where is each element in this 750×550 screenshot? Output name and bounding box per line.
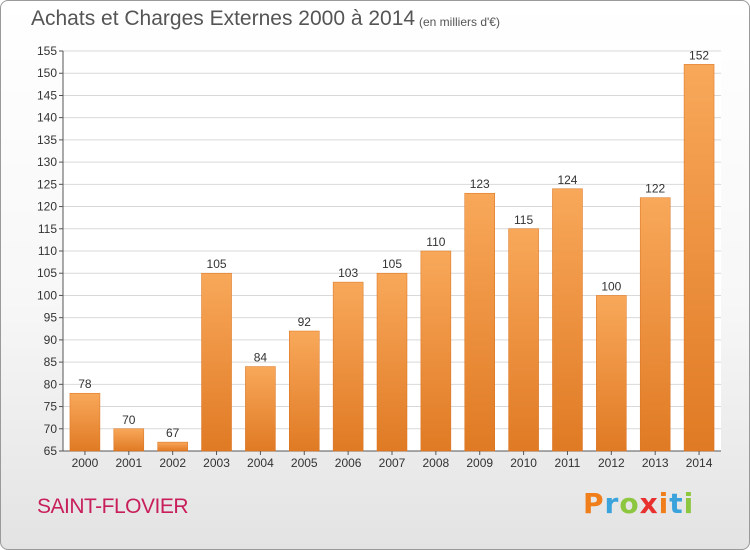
data-label: 123 (470, 177, 490, 191)
x-tick-label: 2012 (598, 456, 625, 470)
y-tick-label: 85 (44, 355, 58, 369)
bar (639, 197, 671, 452)
data-label: 92 (298, 315, 312, 329)
y-tick-label: 120 (37, 200, 57, 214)
commune-name: SAINT-FLOVIER (37, 495, 189, 518)
data-label: 105 (382, 257, 402, 271)
proxiti-logo: Proxiti (583, 487, 694, 520)
bar (113, 428, 145, 452)
y-tick-label: 125 (37, 177, 57, 191)
x-tick-label: 2001 (115, 456, 142, 470)
data-label: 105 (207, 257, 227, 271)
y-tick-label: 95 (44, 311, 58, 325)
data-label: 124 (557, 173, 577, 187)
bar (683, 64, 715, 452)
x-tick-label: 2002 (159, 456, 186, 470)
bar (289, 330, 320, 452)
data-label: 122 (645, 182, 665, 196)
data-label: 100 (601, 279, 621, 293)
y-tick-label: 65 (44, 444, 58, 458)
logo-letter: i (683, 487, 695, 520)
x-tick-label: 2004 (247, 456, 274, 470)
data-label: 152 (689, 48, 709, 62)
bar (69, 392, 101, 452)
y-tick-label: 75 (44, 400, 58, 414)
y-tick-label: 90 (44, 333, 58, 347)
x-tick-label: 2006 (335, 456, 362, 470)
x-tick-label: 2007 (379, 456, 406, 470)
y-tick-label: 140 (37, 111, 57, 125)
y-tick-label: 115 (38, 222, 57, 236)
logo-letter: r (604, 487, 620, 520)
data-label: 67 (166, 426, 180, 440)
logo-letter: t (669, 487, 684, 520)
y-tick-label: 105 (37, 266, 57, 280)
y-tick-label: 145 (37, 88, 57, 102)
y-tick-label: 150 (37, 66, 57, 80)
x-tick-label: 2010 (510, 456, 537, 470)
x-tick-label: 2005 (291, 456, 318, 470)
x-tick-label: 2013 (642, 456, 669, 470)
x-tick-label: 2000 (72, 456, 99, 470)
bar (245, 366, 276, 452)
data-label: 78 (78, 377, 92, 391)
x-tick-label: 2011 (555, 456, 581, 470)
data-label: 84 (254, 351, 268, 365)
data-label: 103 (338, 266, 358, 280)
bar (596, 295, 627, 452)
bar (201, 272, 232, 452)
x-tick-label: 2009 (466, 456, 493, 470)
data-label: 110 (426, 235, 445, 249)
y-tick-label: 100 (37, 288, 57, 302)
x-tick-label: 2003 (203, 456, 230, 470)
bar (464, 192, 495, 452)
logo-letter: x (639, 487, 659, 520)
bar (157, 441, 188, 452)
bar (332, 281, 364, 452)
bar (552, 188, 583, 452)
data-label: 115 (514, 213, 533, 227)
y-tick-label: 70 (44, 422, 58, 436)
y-tick-label: 155 (37, 44, 57, 58)
logo-letter: o (619, 487, 640, 520)
chart-unit: (en milliers d'€) (419, 15, 500, 29)
x-tick-label: 2008 (423, 456, 450, 470)
chart-title: Achats et Charges Externes 2000 à 2014 (31, 7, 416, 30)
bar (508, 228, 539, 452)
x-tick-label: 2014 (686, 456, 713, 470)
bar (420, 250, 452, 452)
y-tick-label: 110 (38, 244, 57, 258)
bar (376, 272, 408, 452)
y-tick-label: 130 (37, 155, 57, 169)
data-label: 70 (122, 413, 136, 427)
y-tick-label: 80 (44, 377, 58, 391)
logo-letter: P (583, 487, 605, 520)
y-tick-label: 135 (37, 133, 57, 147)
logo-letter: i (658, 487, 670, 520)
